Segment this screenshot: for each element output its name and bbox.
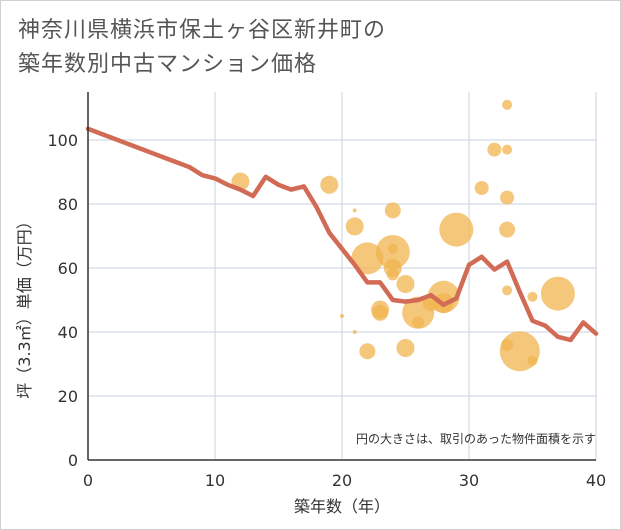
y-tick-label: 60 [58, 259, 78, 278]
bubble-point [352, 330, 357, 334]
y-tick-label: 20 [58, 387, 78, 406]
bubble-point [387, 243, 398, 254]
bubble-point [386, 268, 399, 281]
bubble-point [396, 275, 415, 293]
bubble-point [351, 242, 384, 275]
y-axis-label: 坪（3.3㎡）単価（万円） [15, 213, 34, 398]
y-tick-labels: 0 20 40 60 80 100 [47, 131, 78, 470]
chart-title-line2: 築年数別中古マンション価格 [18, 52, 318, 77]
chart-title-line1: 神奈川県横浜市保土ヶ谷区新井町の [18, 18, 387, 43]
bubble-point [396, 339, 415, 357]
bubble-point [320, 175, 339, 194]
line-series [85, 126, 599, 343]
bubble-point [527, 291, 538, 302]
bubble-size-note: 円の大きさは、取引のあった物件面積を示す [356, 431, 596, 446]
bubble-point [340, 314, 344, 318]
bubble-point [500, 190, 515, 205]
y-tick-label: 100 [47, 131, 78, 150]
bubble-point [372, 304, 389, 321]
bubble-point [502, 144, 513, 155]
bubble-point [439, 212, 474, 247]
bubble-point [384, 202, 401, 219]
bubble-point [502, 99, 513, 110]
bubble-point [527, 355, 538, 366]
axes [87, 92, 596, 461]
bubble-point [499, 221, 516, 238]
bubble-point [412, 316, 425, 329]
bubble-point [487, 142, 502, 157]
chart-title: 神奈川県横浜市保土ヶ谷区新井町の 築年数別中古マンション価格 [18, 14, 386, 82]
bubble-series [231, 99, 575, 372]
x-tick-label: 0 [83, 471, 93, 490]
average-price-line [85, 126, 599, 343]
bubble-point [345, 217, 364, 236]
x-tick-label: 10 [205, 471, 225, 490]
bubble-point [474, 181, 489, 195]
x-tick-label: 40 [586, 471, 606, 490]
y-tick-label: 0 [68, 451, 78, 470]
x-tick-label: 20 [332, 471, 352, 490]
y-tick-label: 40 [58, 323, 78, 342]
y-tick-label: 80 [58, 195, 78, 214]
x-tick-label: 30 [459, 471, 479, 490]
x-tick-labels: 0 10 20 30 40 [83, 471, 606, 490]
grid [88, 92, 597, 460]
bubble-point [502, 285, 513, 296]
bubble-point [359, 343, 376, 360]
bubble-point [352, 208, 357, 213]
x-axis-label: 築年数（年） [294, 497, 390, 516]
bubble-point [540, 276, 575, 311]
